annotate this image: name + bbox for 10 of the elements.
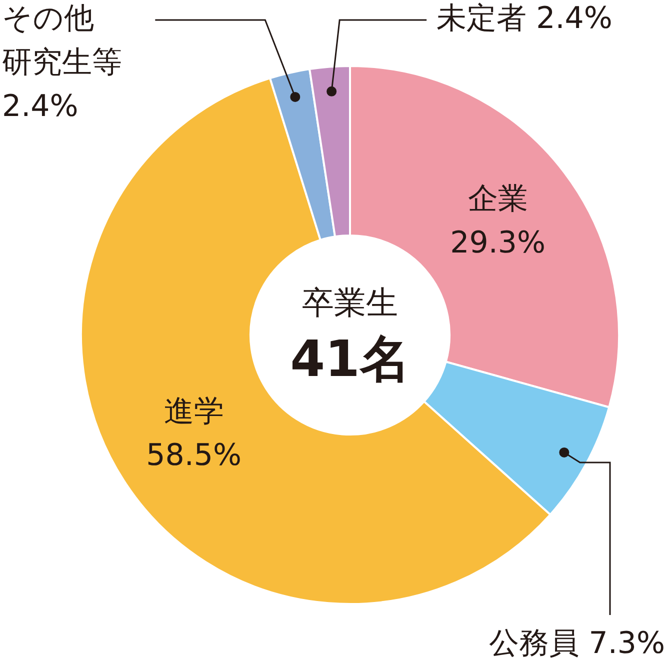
slice-label: 公務員 7.3% [489, 626, 665, 661]
data-label: 58.5% [146, 438, 242, 474]
data-label: 29.3% [450, 226, 546, 261]
data-label: 2.4% [2, 88, 78, 124]
slice-label: 進学 [164, 394, 224, 430]
slice-label: 未定者 2.4% [436, 0, 612, 36]
slice-label: その他研究生等 [2, 0, 122, 80]
slice-label: 企業 [468, 182, 528, 217]
text: 卒業生 [302, 283, 398, 322]
text: 41名 [290, 330, 410, 388]
